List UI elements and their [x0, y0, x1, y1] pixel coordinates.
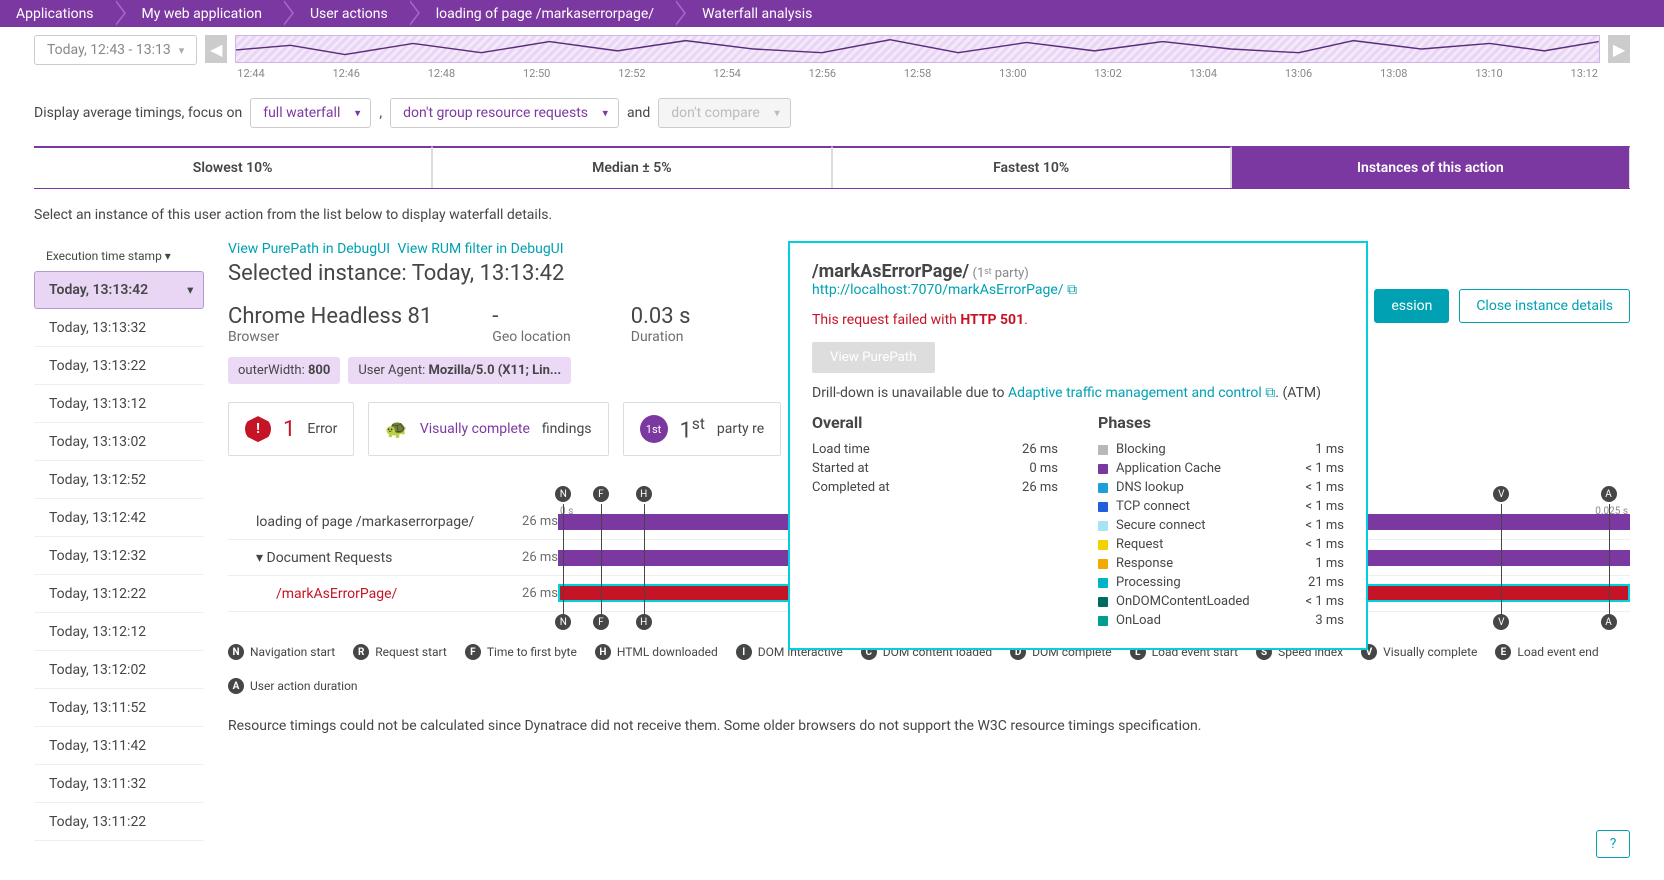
meta-chip: User Agent: Mozilla/5.0 (X11; Lin...: [348, 357, 571, 384]
marker-badge: H: [636, 486, 652, 502]
meta-chip: outerWidth: 800: [228, 357, 340, 384]
help-button[interactable]: ?: [1596, 830, 1630, 858]
timestamp-item[interactable]: Today, 13:13:22: [34, 347, 204, 385]
timestamp-sort-header[interactable]: Execution time stamp ▾: [34, 241, 204, 271]
time-strip: Today, 12:43 - 13:13 ▾ ◀ 12:4412:4612:48…: [0, 27, 1664, 80]
turtle-icon: 🐢: [385, 419, 407, 440]
sparkline-area[interactable]: 12:4412:4612:4812:5012:5212:5412:5612:58…: [235, 35, 1600, 80]
popover-drilldown-msg: Drill-down is unavailable due to Adaptiv…: [812, 385, 1344, 401]
timestamp-item[interactable]: Today, 13:12:52: [34, 461, 204, 499]
timestamp-item[interactable]: Today, 13:12:02: [34, 651, 204, 689]
popover-fail-msg: This request failed with HTTP 501.: [812, 312, 1344, 328]
filter-and: and: [627, 105, 650, 121]
session-button[interactable]: ession: [1374, 289, 1449, 323]
marker-badge: F: [593, 486, 609, 502]
timestamp-item[interactable]: Today, 13:12:12: [34, 613, 204, 651]
legend-item: ELoad event end: [1495, 644, 1598, 660]
request-detail-popover: /markAsErrorPage/ (1ˢᵗ party) http://loc…: [788, 241, 1368, 650]
view-purepath-link[interactable]: View PurePath in DebugUI: [228, 241, 390, 257]
marker-badge: V: [1493, 486, 1509, 502]
filter-prefix: Display average timings, focus on: [34, 105, 242, 121]
meta-block: -Geo location: [492, 304, 570, 345]
chevron-down-icon: ▾: [179, 44, 185, 57]
tab[interactable]: Instances of this action: [1231, 146, 1630, 188]
popover-party: (1ˢᵗ party): [973, 266, 1029, 281]
legend-item: VVisually complete: [1361, 644, 1477, 660]
error-count: 1: [283, 417, 295, 442]
timestamp-item[interactable]: Today, 13:13:42: [34, 271, 204, 309]
popover-phases-col: Phases Blocking1 msApplication Cache< 1 …: [1098, 413, 1344, 630]
timestamp-item[interactable]: Today, 13:11:32: [34, 765, 204, 803]
filter-row: Display average timings, focus on full w…: [0, 80, 1664, 128]
timestamp-item[interactable]: Today, 13:13:02: [34, 423, 204, 461]
marker-badge: N: [555, 486, 571, 502]
resource-timing-note: Resource timings could not be calculated…: [228, 708, 1630, 744]
grouping-select[interactable]: don't group resource requests: [390, 98, 619, 128]
tab[interactable]: Slowest 10%: [34, 146, 432, 188]
time-range-picker[interactable]: Today, 12:43 - 13:13 ▾: [34, 35, 197, 65]
time-range-label: Today, 12:43 - 13:13: [47, 42, 171, 58]
breadcrumb-item[interactable]: Applications: [0, 0, 114, 27]
legend-item: NNavigation start: [228, 644, 335, 660]
popover-url-link[interactable]: http://localhost:7070/markAsErrorPage/ ⧉: [812, 282, 1077, 298]
legend-item: RRequest start: [353, 644, 447, 660]
breadcrumb-item[interactable]: User actions: [282, 0, 408, 27]
first-party-card[interactable]: 1st 1st party re: [623, 402, 782, 456]
timestamp-list: Execution time stamp ▾ Today, 13:13:42To…: [34, 241, 204, 841]
tab[interactable]: Median ± 5%: [432, 146, 831, 188]
close-instance-button[interactable]: Close instance details: [1459, 289, 1630, 323]
legend-item: HHTML downloaded: [595, 644, 718, 660]
waterfall-scope-select[interactable]: full waterfall: [250, 98, 371, 128]
view-purepath-button: View PurePath: [812, 342, 935, 373]
visually-complete-link[interactable]: Visually complete: [420, 421, 530, 437]
timestamp-item[interactable]: Today, 13:12:42: [34, 499, 204, 537]
instance-detail: ession Close instance details View PureP…: [228, 241, 1630, 841]
legend-item: FTime to first byte: [465, 644, 577, 660]
error-icon: !: [245, 416, 271, 442]
prev-range-button[interactable]: ◀: [205, 35, 227, 63]
visually-complete-card[interactable]: 🐢 Visually complete findings: [368, 402, 608, 456]
timestamp-item[interactable]: Today, 13:11:42: [34, 727, 204, 765]
instruction-text: Select an instance of this user action f…: [34, 207, 1630, 223]
meta-block: 0.03 sDuration: [631, 304, 691, 345]
timestamp-item[interactable]: Today, 13:13:32: [34, 309, 204, 347]
marker-badge: A: [1601, 486, 1617, 502]
error-card[interactable]: ! 1 Error: [228, 402, 354, 456]
breadcrumb-item[interactable]: My web application: [114, 0, 282, 27]
atm-link[interactable]: Adaptive traffic management and control …: [1008, 385, 1275, 401]
tab-bar: Slowest 10%Median ± 5%Fastest 10%Instanc…: [34, 146, 1630, 189]
timestamp-item[interactable]: Today, 13:12:32: [34, 537, 204, 575]
popover-title: /markAsErrorPage/: [812, 261, 969, 282]
first-party-icon: 1st: [640, 415, 668, 443]
meta-block: Chrome Headless 81Browser: [228, 304, 432, 345]
compare-select: don't compare: [658, 98, 791, 128]
breadcrumb-item[interactable]: Waterfall analysis: [674, 0, 832, 27]
breadcrumb-bar: ApplicationsMy web applicationUser actio…: [0, 0, 1664, 27]
timestamp-item[interactable]: Today, 13:11:52: [34, 689, 204, 727]
next-range-button[interactable]: ▶: [1608, 35, 1630, 63]
tab[interactable]: Fastest 10%: [832, 146, 1231, 188]
breadcrumb-item[interactable]: loading of page /markaserrorpage/: [408, 0, 674, 27]
timestamp-item[interactable]: Today, 13:13:12: [34, 385, 204, 423]
popover-overall-col: Overall Load time26 msStarted at0 msComp…: [812, 413, 1058, 630]
view-rum-link[interactable]: View RUM filter in DebugUI: [398, 241, 564, 257]
timestamp-item[interactable]: Today, 13:12:22: [34, 575, 204, 613]
legend-item: AUser action duration: [228, 678, 358, 694]
timestamp-item[interactable]: Today, 13:11:22: [34, 803, 204, 841]
